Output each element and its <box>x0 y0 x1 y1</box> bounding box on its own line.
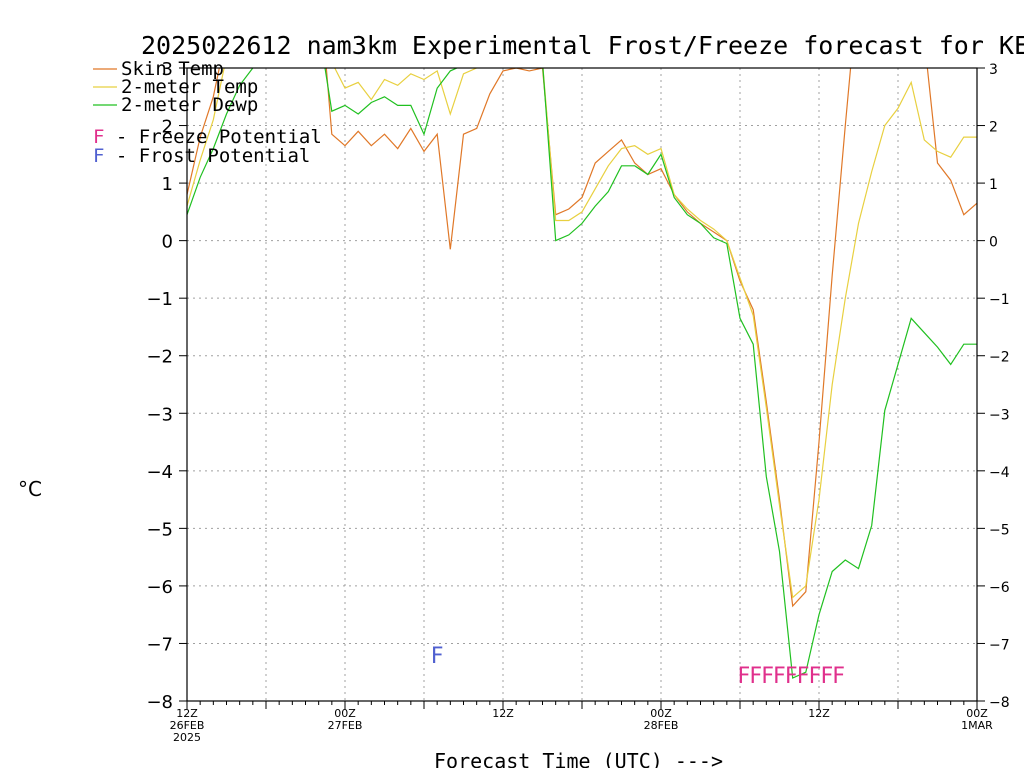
potential-marker: F <box>738 664 751 689</box>
y-tick-label: 3 <box>162 59 173 80</box>
legend-marker: F - Freeze Potential <box>93 126 322 148</box>
legend-marker-text: - Frost Potential <box>104 145 310 167</box>
series-line-2-meter-temp <box>187 68 977 599</box>
potential-marker: F <box>761 664 774 689</box>
legend-marker-text: - Freeze Potential <box>104 126 321 148</box>
series-line-2-meter-dewp <box>187 68 977 679</box>
potential-marker: F <box>821 664 834 689</box>
potential-marker: F <box>797 664 810 689</box>
y-tick-label: 1 <box>162 174 173 195</box>
potential-marker: F <box>431 644 444 669</box>
y-tick-label: −7 <box>146 634 173 655</box>
y-tick-label-right: 1 <box>989 177 998 193</box>
y-tick-label: −5 <box>146 519 173 540</box>
potential-marker: F <box>809 664 822 689</box>
y-axis-ticks: 3 3 2 2 1 1 0 0 −1 −1 −2 −2 −3 −3 −4 −4 −5 −5 −6 −6 −7 −7 −8 −8 <box>146 59 1009 713</box>
potential-marker: F <box>785 664 798 689</box>
chart-title: 2025022612 nam3km Experimental Frost/Fre… <box>141 31 1024 60</box>
y-tick-label: −8 <box>146 692 173 713</box>
x-tick-label: 27FEB <box>328 719 363 732</box>
y-tick-label-right: −8 <box>989 695 1010 711</box>
y-tick-label: −1 <box>146 289 173 310</box>
x-tick-label: 2025 <box>173 731 201 744</box>
y-axis-label: °C <box>18 477 42 501</box>
legend-marker: F - Frost Potential <box>93 145 310 167</box>
x-tick-label: 1MAR <box>961 719 993 732</box>
y-tick-label: −3 <box>146 404 173 425</box>
y-tick-label-right: 2 <box>989 120 998 136</box>
y-tick-label-right: −3 <box>989 407 1010 423</box>
legend-marker-letter: F <box>93 145 104 167</box>
potential-markers: FF F F F F F F F F <box>431 644 845 689</box>
x-tick-label: 26FEB <box>170 719 205 732</box>
y-tick-label-right: 0 <box>989 235 998 251</box>
potential-marker: F <box>773 664 786 689</box>
potential-marker: F <box>749 664 762 689</box>
x-tick-label: 12Z <box>176 707 198 720</box>
y-tick-label-right: 3 <box>989 62 998 78</box>
potential-marker: F <box>832 664 845 689</box>
y-tick-label-right: −7 <box>989 637 1010 653</box>
y-tick-label-right: −1 <box>989 292 1010 308</box>
y-tick-label-right: −5 <box>989 522 1010 538</box>
x-axis-label: Forecast Time (UTC) ---> <box>434 749 723 768</box>
y-tick-label: −2 <box>146 347 173 368</box>
y-tick-label-right: −4 <box>989 465 1010 481</box>
x-tick-label: 00Z <box>650 707 672 720</box>
series-line-skin-temp <box>187 68 977 608</box>
y-tick-label-right: −6 <box>989 580 1010 596</box>
legend-label: 2-meter Temp <box>121 76 258 98</box>
x-tick-label: 12Z <box>808 707 830 720</box>
legend-marker-letter: F <box>93 126 104 148</box>
x-tick-label: 00Z <box>334 707 356 720</box>
x-tick-label: 28FEB <box>644 719 679 732</box>
y-tick-label: 2 <box>162 117 173 138</box>
y-tick-label: −6 <box>146 577 173 598</box>
y-tick-label: −4 <box>146 462 173 483</box>
x-tick-label: 00Z <box>966 707 988 720</box>
y-tick-label-right: −2 <box>989 350 1010 366</box>
y-tick-label: 0 <box>162 232 173 253</box>
x-tick-label: 12Z <box>492 707 514 720</box>
series-lines <box>187 68 977 679</box>
legend-label: Skin Temp <box>121 58 224 80</box>
legend-label: 2-meter Dewp <box>121 94 258 116</box>
